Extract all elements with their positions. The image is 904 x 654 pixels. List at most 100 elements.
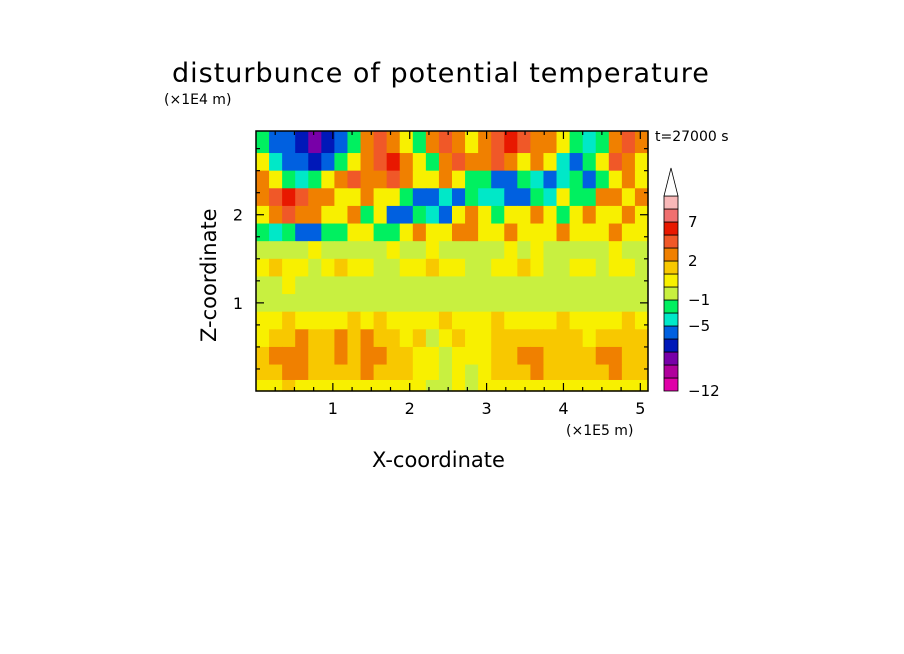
heatmap-cell — [360, 311, 375, 330]
heatmap-cell — [465, 311, 479, 330]
heatmap-cell — [452, 170, 466, 189]
heatmap-cell — [478, 294, 492, 313]
heatmap-cell — [399, 170, 414, 189]
heatmap-cell — [334, 241, 349, 260]
colorbar-label: 2 — [688, 252, 698, 270]
heatmap-cell — [465, 170, 479, 189]
colorbar-segment — [663, 286, 679, 301]
heatmap-cell — [569, 276, 584, 295]
heatmap-cell — [517, 131, 531, 154]
heatmap-cell — [282, 346, 296, 366]
heatmap-cell — [621, 258, 636, 278]
y-tick-label: 2 — [233, 206, 243, 225]
heatmap-cell — [334, 223, 349, 242]
heatmap-cell — [282, 311, 296, 330]
heatmap-cell — [321, 311, 335, 330]
heatmap-cell — [569, 329, 584, 348]
heatmap-cell — [569, 153, 584, 172]
colorbar-label: −5 — [688, 317, 710, 335]
heatmap-cell — [556, 329, 571, 348]
heatmap-cell — [530, 188, 545, 207]
heatmap-cell — [256, 170, 270, 189]
x-tick-label: 1 — [328, 399, 338, 418]
y-axis-unit: (×1E4 m) — [164, 92, 232, 108]
heatmap-cell — [491, 276, 505, 295]
heatmap-cell — [595, 379, 610, 392]
heatmap-cell — [582, 131, 597, 154]
heatmap-cell — [295, 131, 309, 154]
heatmap-cell — [608, 276, 623, 295]
colorbar-segment — [663, 325, 679, 340]
colorbar-segment — [663, 208, 679, 223]
heatmap-cell — [412, 346, 427, 366]
heatmap-cell — [621, 329, 636, 348]
heatmap-cell — [295, 329, 309, 348]
heatmap-cell — [334, 329, 349, 348]
heatmap-cell — [504, 311, 518, 330]
heatmap-cell — [491, 311, 505, 330]
colorbar-segment — [663, 221, 679, 236]
heatmap-cell — [438, 364, 453, 381]
heatmap-cell — [530, 205, 545, 225]
heatmap-cell — [321, 153, 335, 172]
heatmap-cell — [412, 379, 427, 392]
heatmap-cell — [269, 223, 283, 242]
heatmap-cell — [582, 276, 597, 295]
colorbar-segment — [663, 351, 679, 366]
heatmap-cell — [425, 170, 440, 189]
heatmap-cell — [360, 346, 375, 366]
heatmap-cell — [491, 346, 505, 366]
heatmap-cell — [438, 188, 453, 207]
heatmap-cell — [256, 379, 270, 392]
heatmap-cell — [452, 188, 466, 207]
heatmap-cell — [608, 241, 623, 260]
heatmap-cell — [334, 379, 349, 392]
colorbar-segment — [663, 195, 679, 210]
heatmap-cell — [452, 258, 466, 278]
heatmap-cell — [491, 188, 505, 207]
heatmap-cell — [452, 153, 466, 172]
heatmap-cell — [308, 276, 322, 295]
heatmap-cell — [438, 153, 453, 172]
heatmap-cell — [543, 364, 558, 381]
heatmap-cell — [478, 311, 492, 330]
heatmap-cell — [478, 276, 492, 295]
heatmap-cell — [386, 241, 401, 260]
heatmap-cell — [425, 131, 440, 154]
heatmap-cell — [491, 364, 505, 381]
heatmap-cell — [425, 258, 440, 278]
heatmap-cell — [556, 131, 571, 154]
heatmap-cell — [621, 131, 636, 154]
heatmap-cell — [425, 364, 440, 381]
heatmap-cell — [334, 188, 349, 207]
heatmap-cell — [452, 346, 466, 366]
heatmap-cell — [569, 170, 584, 189]
heatmap-cell — [360, 241, 375, 260]
heatmap-cell — [347, 153, 362, 172]
heatmap-cell — [517, 153, 531, 172]
heatmap-cell — [478, 153, 492, 172]
heatmap-cell — [569, 188, 584, 207]
heatmap-cell — [412, 294, 427, 313]
heatmap-cell — [543, 188, 558, 207]
heatmap-cell — [621, 364, 636, 381]
x-tick-label: 4 — [558, 399, 568, 418]
heatmap-cell — [321, 346, 335, 366]
heatmap-cell — [569, 131, 584, 154]
heatmap-cell — [308, 188, 322, 207]
heatmap-cell — [478, 223, 492, 242]
heatmap-cell — [556, 205, 571, 225]
heatmap-cell — [399, 364, 414, 381]
heatmap-cell — [530, 170, 545, 189]
heatmap-cell — [438, 170, 453, 189]
heatmap-cell — [478, 205, 492, 225]
heatmap-cell — [582, 258, 597, 278]
heatmap-cell — [347, 294, 362, 313]
heatmap-cell — [386, 153, 401, 172]
heatmap-cell — [321, 188, 335, 207]
heatmap-cell — [373, 153, 388, 172]
heatmap-cell — [517, 364, 531, 381]
heatmap-cell — [543, 258, 558, 278]
heatmap-cell — [491, 258, 505, 278]
heatmap-cell — [295, 205, 309, 225]
